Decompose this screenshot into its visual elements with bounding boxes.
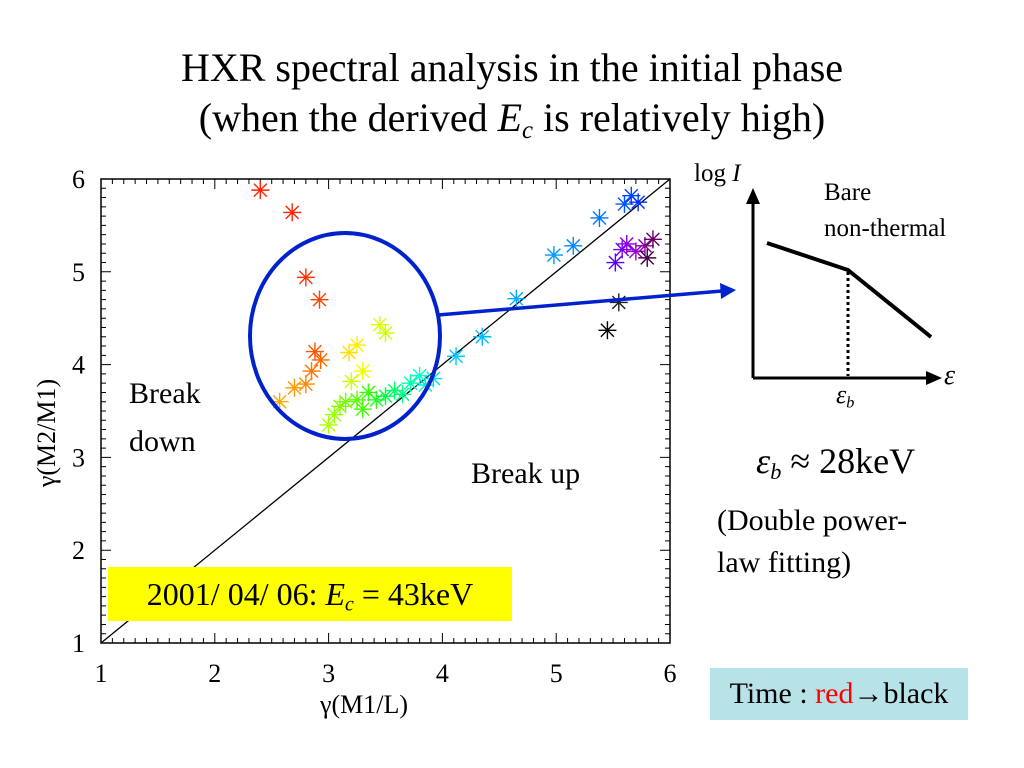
- data-point: [643, 230, 662, 249]
- data-point: [353, 400, 372, 419]
- data-point: [401, 374, 420, 393]
- inset-x-axis-label: ε: [944, 360, 956, 391]
- data-point: [340, 343, 359, 362]
- data-point: [635, 236, 654, 255]
- data-point: [376, 324, 395, 343]
- data-point: [330, 397, 349, 416]
- x-tick-label: 2: [208, 659, 221, 688]
- x-tick-label: 4: [436, 659, 449, 688]
- data-point: [507, 289, 526, 308]
- data-point: [622, 186, 641, 205]
- data-point: [270, 392, 289, 411]
- data-point: [302, 362, 321, 381]
- break-down-label-line-2: down: [129, 425, 196, 458]
- data-point: [353, 362, 372, 381]
- fit-note-line-2: law fitting): [717, 546, 852, 579]
- time-color-legend: Time : red→black: [710, 668, 968, 720]
- data-point: [305, 342, 324, 361]
- x-tick-label: 1: [95, 659, 108, 688]
- inset-break-label: εb: [836, 380, 855, 412]
- data-point: [617, 234, 636, 253]
- inset-legend-line-1: Bare: [824, 179, 872, 206]
- data-point: [325, 405, 344, 424]
- y-tick-label: 3: [72, 443, 85, 472]
- x-tick-label: 5: [550, 659, 563, 688]
- data-point: [370, 315, 389, 334]
- data-point: [251, 181, 270, 200]
- break-up-label: Break up: [471, 457, 581, 490]
- data-point: [615, 195, 634, 214]
- data-point: [564, 236, 583, 255]
- data-point: [296, 375, 315, 394]
- x-tick-label: 6: [664, 659, 677, 688]
- data-point: [393, 385, 412, 404]
- pointer-arrow-head: [720, 283, 736, 299]
- data-point: [473, 327, 492, 346]
- data-point: [348, 390, 367, 409]
- event-date-box: 2001/ 04/ 06: Ec = 43keV: [108, 567, 512, 621]
- data-point: [609, 293, 628, 312]
- break-down-label-line-1: Break: [129, 377, 201, 410]
- data-point: [385, 381, 404, 400]
- pointer-arrow-line: [437, 289, 723, 317]
- data-point: [590, 208, 609, 227]
- data-point: [367, 390, 386, 409]
- data-point: [348, 336, 367, 355]
- data-point: [310, 290, 329, 309]
- data-point: [283, 203, 302, 222]
- data-point: [598, 321, 617, 340]
- inset-y-axis-arrowhead: [746, 188, 760, 204]
- data-point: [296, 268, 315, 287]
- x-tick-label: 3: [322, 659, 335, 688]
- inset-y-axis-label: log I: [694, 160, 741, 187]
- inset-x-axis-arrowhead: [926, 371, 942, 385]
- slide-title-line-2: (when the derived Ec is relatively high): [198, 95, 826, 144]
- data-point: [376, 387, 395, 406]
- data-point: [359, 383, 378, 402]
- data-point: [638, 248, 657, 267]
- data-point: [447, 347, 466, 366]
- y-tick-label: 6: [72, 165, 85, 194]
- fit-note-line-1: (Double power-: [717, 504, 908, 537]
- y-axis-label: γ(M2/M1): [32, 378, 62, 488]
- y-tick-label: 1: [72, 629, 85, 658]
- data-point: [416, 376, 435, 395]
- data-point: [319, 415, 338, 434]
- data-point: [629, 193, 648, 212]
- x-axis-label: γ(M1/L): [320, 690, 409, 719]
- break-energy-value: εb ≈ 28keV: [756, 441, 916, 485]
- data-point: [285, 378, 304, 397]
- data-point: [606, 253, 625, 272]
- axis-ticks: [100, 178, 671, 644]
- data-point: [544, 246, 563, 265]
- data-point: [410, 366, 429, 385]
- data-point: [613, 240, 632, 259]
- inset-diagram: [746, 188, 942, 385]
- inset-broken-power-law: [766, 241, 933, 339]
- data-point: [336, 392, 355, 411]
- slide-title-line-1: HXR spectral analysis in the initial pha…: [180, 45, 844, 90]
- y-tick-label: 5: [72, 258, 85, 287]
- data-point: [626, 242, 645, 261]
- y-tick-label: 4: [72, 351, 85, 380]
- data-point: [311, 350, 330, 369]
- y-tick-label: 2: [72, 536, 85, 565]
- highlight-ellipse: [248, 231, 442, 441]
- data-point: [342, 372, 361, 391]
- reference-line-y-equals-x: [100, 178, 671, 644]
- inset-legend-line-2: non-thermal: [824, 215, 947, 242]
